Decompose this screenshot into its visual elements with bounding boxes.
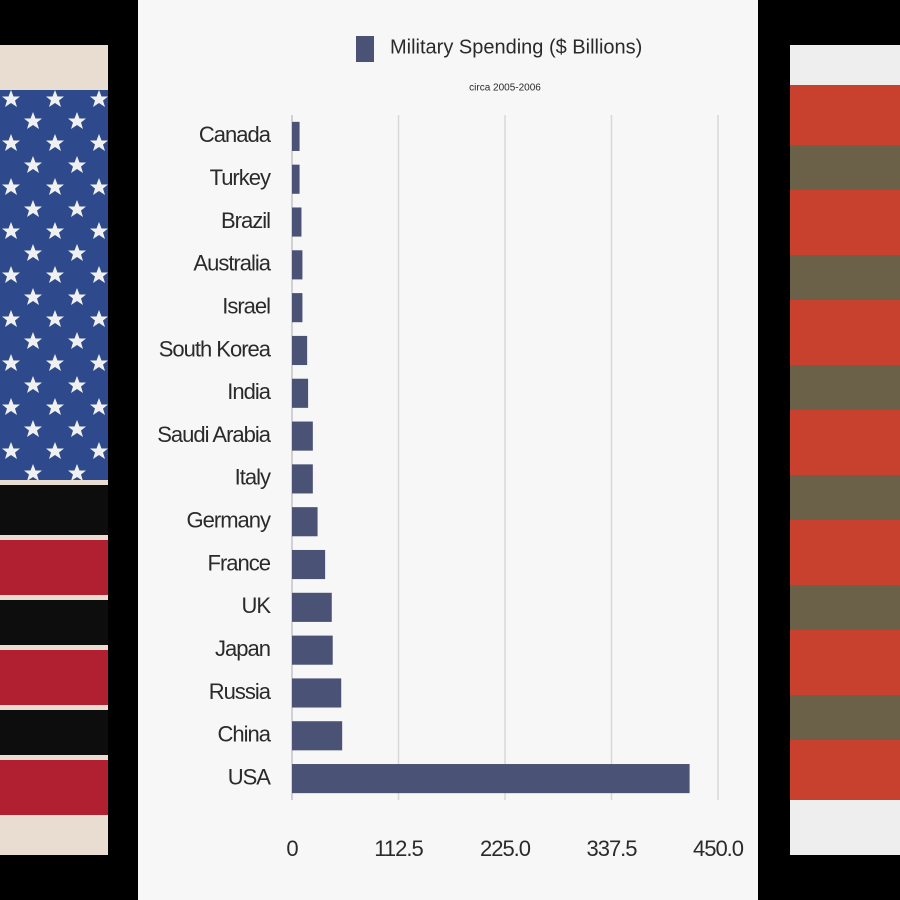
bar: [292, 549, 326, 580]
x-tick-label: 112.5: [374, 836, 423, 861]
y-tick-label: France: [208, 550, 271, 575]
bar: [292, 164, 300, 194]
y-tick-label: Israel: [222, 293, 270, 318]
chart-panel: [138, 0, 758, 900]
x-tick-label: 0: [286, 836, 298, 861]
y-tick-label: USA: [228, 764, 272, 789]
legend-swatch: [356, 36, 374, 62]
bar: [292, 592, 332, 622]
x-tick-label: 225.0: [480, 836, 531, 861]
y-tick-label: Saudi Arabia: [157, 422, 272, 447]
y-tick-label: Italy: [235, 465, 271, 490]
bar: [292, 721, 343, 751]
x-tick-label: 450.0: [693, 836, 744, 861]
bar: [292, 421, 313, 451]
chart: Military Spending ($ Billions) circa 200…: [157, 36, 745, 861]
bar: [292, 207, 302, 237]
legend-label: Military Spending ($ Billions): [390, 36, 642, 58]
y-tick-label: China: [218, 722, 272, 747]
y-tick-label: South Korea: [159, 336, 272, 361]
bar: [292, 121, 300, 151]
y-tick-label: Japan: [215, 636, 270, 661]
bar: [292, 678, 342, 708]
y-tick-label: Australia: [193, 251, 271, 276]
y-tick-label: Germany: [187, 508, 271, 533]
y-tick-label: Canada: [199, 122, 272, 147]
x-tick-label: 337.5: [586, 836, 637, 861]
bar: [292, 635, 333, 665]
bar: [292, 293, 303, 323]
bar: [292, 378, 309, 408]
left-flag: [0, 45, 108, 855]
y-tick-label: Russia: [209, 679, 272, 704]
bar: [292, 335, 308, 366]
chart-subtitle: circa 2005-2006: [469, 83, 541, 94]
y-tick-label: Brazil: [221, 208, 270, 233]
y-tick-label: India: [227, 379, 271, 404]
right-flag: [790, 45, 900, 855]
bar: [292, 764, 690, 794]
y-tick-label: UK: [241, 593, 271, 618]
bar: [292, 507, 318, 537]
bar: [292, 250, 303, 280]
y-tick-label: Turkey: [210, 165, 271, 190]
bar: [292, 464, 313, 494]
